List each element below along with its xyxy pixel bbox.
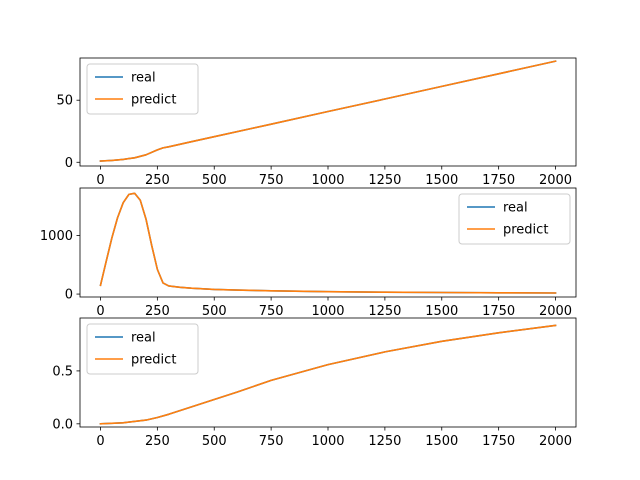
x-tick-label: 250 (145, 434, 170, 449)
x-tick-label: 0 (96, 304, 104, 319)
x-tick-label: 750 (259, 434, 284, 449)
x-tick-label: 1500 (425, 173, 458, 188)
x-tick-label: 1750 (482, 434, 515, 449)
x-tick-label: 1750 (482, 173, 515, 188)
x-tick-label: 500 (202, 434, 227, 449)
x-tick-label: 1500 (425, 304, 458, 319)
x-tick-label: 750 (259, 304, 284, 319)
x-tick-label: 500 (202, 173, 227, 188)
legend-label-predict: predict (131, 353, 176, 368)
legend: real predict (458, 193, 571, 245)
x-tick-label: 2000 (539, 434, 572, 449)
y-tick-label: 50 (56, 94, 73, 109)
y-tick-label: 0 (65, 156, 73, 171)
x-tick-label: 500 (202, 304, 227, 319)
x-tick-label: 0 (96, 434, 104, 449)
legend-label-real: real (131, 331, 156, 346)
series-line-predict (99, 60, 557, 162)
x-tick-label: 750 (259, 173, 284, 188)
series-line-predict (99, 192, 557, 294)
x-tick-label: 250 (145, 304, 170, 319)
x-tick-label: 1250 (368, 304, 401, 319)
legend-label-predict: predict (131, 93, 176, 108)
legend-label-real: real (131, 71, 156, 86)
legend: real predict (86, 323, 199, 375)
series-line-predict (99, 324, 557, 425)
chart-panel-3: 0 250 500 750 1000 1250 1500 1750 2000 0.0 0.5 real… (52, 317, 577, 449)
x-tick-label: 1250 (368, 434, 401, 449)
chart-panel-1: 0 250 500 750 1000 1250 1500 1750 2000 0 50 real pre… (56, 57, 577, 188)
x-tick-label: 250 (145, 173, 170, 188)
legend: real predict (86, 63, 199, 115)
y-tick-label: 0 (65, 288, 73, 303)
x-tick-label: 1250 (368, 173, 401, 188)
x-tick-label: 1000 (311, 173, 344, 188)
x-tick-label: 0 (96, 173, 104, 188)
x-tick-label: 2000 (539, 173, 572, 188)
legend-label-real: real (503, 201, 528, 216)
x-tick-label: 1500 (425, 434, 458, 449)
legend-label-predict: predict (503, 223, 548, 238)
y-tick-label: 0.0 (52, 417, 73, 432)
x-tick-label: 2000 (539, 304, 572, 319)
y-tick-label: 1000 (40, 229, 73, 244)
x-tick-label: 1000 (311, 434, 344, 449)
x-tick-label: 1750 (482, 304, 515, 319)
x-tick-label: 1000 (311, 304, 344, 319)
y-tick-label: 0.5 (52, 364, 73, 379)
chart-panel-2: 0 250 500 750 1000 1250 1500 1750 2000 0 1000 real p… (40, 187, 577, 319)
